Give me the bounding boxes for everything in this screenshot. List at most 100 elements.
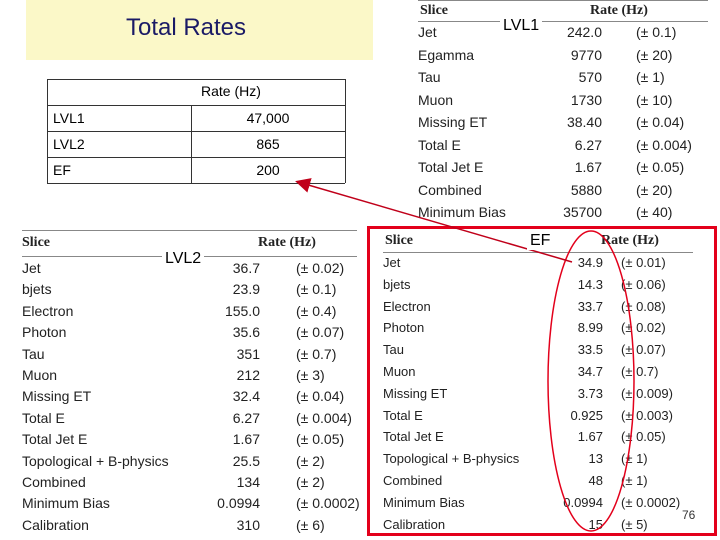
summary-rule-top <box>47 79 345 80</box>
summary-vrule <box>191 105 192 183</box>
rate-value: 0.925 <box>570 407 603 423</box>
summary-rule-bottom <box>47 183 345 184</box>
rate-uncertainty: (± 0.01) <box>621 255 666 270</box>
slice-name: Tau <box>22 345 45 362</box>
page-number: 76 <box>682 508 696 522</box>
rate-value: 1.67 <box>232 431 260 448</box>
table-row: Tau 351 (± 0.7) <box>22 346 362 367</box>
rate-uncertainty: (± 0.7) <box>296 345 337 362</box>
rate-uncertainty: (± 3) <box>296 367 325 383</box>
table-row: Jet 242.0 (± 0.1) <box>418 24 718 45</box>
table-row: Total E 6.27 (± 0.004) <box>418 137 718 158</box>
slice-name: Minimum Bias <box>418 204 506 220</box>
rate-value: 212 <box>236 367 260 383</box>
rate-uncertainty: (± 0.04) <box>636 114 685 130</box>
table-row: bjets 23.9 (± 0.1) <box>22 281 362 302</box>
rate-value: 155.0 <box>224 302 260 319</box>
slice-name: bjets <box>383 276 411 292</box>
slice-name: Jet <box>383 255 401 270</box>
slice-name: Muon <box>383 364 416 379</box>
callout-lvl1: LVL1 <box>500 17 543 35</box>
slice-name: Muon <box>418 91 454 108</box>
rate-uncertainty: (± 1) <box>621 473 648 488</box>
table-row: Electron 33.7 (± 0.08) <box>383 299 713 320</box>
table-row: Total Jet E 1.67 (± 0.05) <box>418 159 718 180</box>
table-row: Topological + B-physics 25.5 (± 2) <box>22 453 362 474</box>
rate-uncertainty: (± 2) <box>296 474 325 490</box>
rate-uncertainty: (± 0.05) <box>636 159 685 175</box>
rate-uncertainty: (± 2) <box>296 452 325 469</box>
slice-name: Combined <box>22 474 86 490</box>
rate-uncertainty: (± 0.0002) <box>621 494 681 510</box>
table-row: Muon 212 (± 3) <box>22 367 362 388</box>
rate-column-ellipse <box>547 230 635 532</box>
slice-name: Jet <box>22 260 41 276</box>
slice-name: Electron <box>22 302 74 319</box>
rate-value: 13 <box>588 451 603 467</box>
rate-uncertainty: (± 0.06) <box>621 276 666 292</box>
rate-uncertainty: (± 0.7) <box>621 364 659 379</box>
rate-uncertainty: (± 0.4) <box>296 302 337 319</box>
summary-rule <box>47 157 345 158</box>
rate-uncertainty: (± 10) <box>636 91 673 108</box>
lvl1-header-rate: Rate (Hz) <box>590 3 648 18</box>
lvl2-header-rate: Rate (Hz) <box>258 235 316 250</box>
ef-highlight-frame <box>367 226 717 536</box>
rate-value: 35700 <box>563 204 602 220</box>
slice-name: Total E <box>22 409 65 426</box>
rate-uncertainty: (± 5) <box>621 516 648 532</box>
rate-uncertainty: (± 0.08) <box>621 298 666 314</box>
rate-uncertainty: (± 6) <box>296 516 325 533</box>
table-row: Calibration 15 (± 5) <box>383 517 713 538</box>
rate-uncertainty: (± 0.04) <box>296 388 345 405</box>
rate-value: 23.9 <box>232 281 260 298</box>
rate-value: 570 <box>578 69 602 85</box>
rate-value: 351 <box>236 345 260 362</box>
table-row: Total E 0.925 (± 0.003) <box>383 408 713 429</box>
slice-name: Total E <box>383 407 423 423</box>
table-row: Minimum Bias 0.0994 (± 0.0002) <box>383 495 713 516</box>
rate-uncertainty: (± 0.1) <box>636 24 677 40</box>
rate-value: 3.73 <box>577 385 603 401</box>
slice-name: Missing ET <box>383 385 448 401</box>
rate-value: 9770 <box>570 46 602 63</box>
summary-label-lvl1: LVL1 <box>53 110 85 126</box>
table-row: Minimum Bias 35700 (± 40) <box>418 204 718 225</box>
rate-value: 48 <box>588 473 603 488</box>
slice-name: Muon <box>22 367 58 383</box>
rate-uncertainty: (± 0.0002) <box>296 495 360 512</box>
table-row: Combined 48 (± 1) <box>383 473 713 494</box>
rate-value: 0.0994 <box>563 494 603 510</box>
slice-name: Minimum Bias <box>383 494 465 510</box>
rate-value: 33.5 <box>577 342 603 358</box>
title-banner <box>26 0 373 60</box>
table-row: Egamma 9770 (± 20) <box>418 47 718 68</box>
rate-value: 38.40 <box>566 114 602 130</box>
table-rule <box>22 230 357 231</box>
rate-uncertainty: (± 0.004) <box>296 409 352 426</box>
rate-uncertainty: (± 0.05) <box>296 431 345 448</box>
rate-value: 14.3 <box>577 276 603 292</box>
slice-name: Electron <box>383 298 431 314</box>
slice-name: Jet <box>418 24 437 40</box>
slice-name: Minimum Bias <box>22 495 110 512</box>
rate-value: 6.27 <box>232 409 260 426</box>
table-row: Calibration 310 (± 6) <box>22 517 362 538</box>
rate-value: 1730 <box>570 91 602 108</box>
slice-name: Photon <box>383 320 425 336</box>
rate-uncertainty: (± 0.003) <box>621 407 673 423</box>
rate-value: 8.99 <box>577 320 603 336</box>
rate-uncertainty: (± 40) <box>636 204 673 220</box>
slice-name: Missing ET <box>418 114 488 130</box>
lvl2-rate-table: Slice Rate (Hz) Jet 36.7 (± 0.02) bjets 23.9… <box>22 230 362 540</box>
summary-rate-table: Rate (Hz) LVL1 47,000 LVL2 865 EF 200 <box>47 79 346 184</box>
table-row: Photon 35.6 (± 0.07) <box>22 324 362 345</box>
table-row: Jet 36.7 (± 0.02) <box>22 260 362 281</box>
slice-name: Topological + B-physics <box>22 452 169 469</box>
slice-name: Missing ET <box>22 388 92 405</box>
rate-uncertainty: (± 0.02) <box>296 260 345 276</box>
table-row: Tau 570 (± 1) <box>418 69 718 90</box>
ef-header-slice: Slice <box>385 233 413 248</box>
table-row: bjets 14.3 (± 0.06) <box>383 277 713 298</box>
rate-value: 34.7 <box>577 364 603 379</box>
